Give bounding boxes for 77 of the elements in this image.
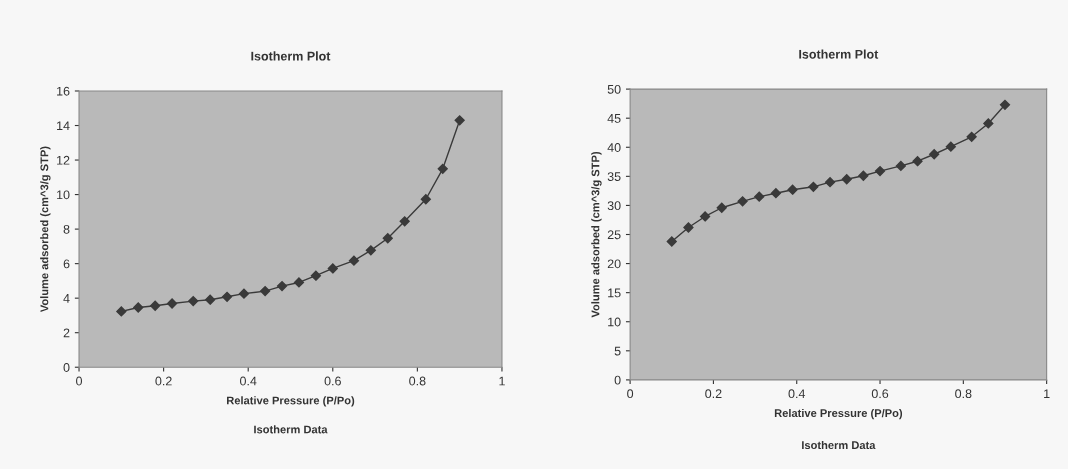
- y-tick-label: 15: [608, 288, 621, 298]
- chart-title: Isotherm Plot: [251, 51, 331, 61]
- y-tick-label: 10: [608, 317, 621, 327]
- point: [382, 233, 393, 244]
- x-tick-label: 0.6: [871, 389, 889, 399]
- point: [454, 115, 465, 126]
- x-axis-title: Relative Pressure (P/Po): [227, 396, 355, 407]
- point: [858, 170, 869, 181]
- y-tick-label: 16: [57, 86, 70, 96]
- point: [754, 191, 765, 202]
- x-tick-label: 1: [1044, 389, 1050, 398]
- point: [683, 222, 694, 233]
- y-tick-label: 0: [63, 363, 70, 372]
- chart-title: Isotherm Plot: [799, 49, 879, 59]
- point: [983, 118, 994, 129]
- y-tick-label: 45: [607, 114, 621, 123]
- point: [276, 280, 288, 292]
- point: [238, 288, 250, 299]
- y-tick-label: 40: [607, 143, 621, 152]
- point: [874, 165, 886, 177]
- point: [945, 141, 956, 152]
- point: [420, 194, 431, 205]
- point: [666, 236, 677, 247]
- y-tick-label: 20: [607, 259, 621, 269]
- y-tick-label: 14: [57, 121, 70, 131]
- y-tick-label: 25: [607, 230, 621, 240]
- x-tick-label: 0.4: [240, 376, 257, 386]
- point: [787, 184, 798, 195]
- point: [116, 306, 127, 317]
- point: [895, 160, 906, 171]
- point: [737, 196, 748, 207]
- point: [221, 291, 233, 302]
- point: [188, 295, 199, 307]
- y-tick-label: 8: [63, 224, 70, 234]
- point: [399, 216, 410, 227]
- text: Isotherm Data: [254, 425, 328, 434]
- x-axis-title: Relative Pressure (P/Po): [774, 408, 903, 420]
- x-tick-label: 0.8: [409, 376, 426, 386]
- x-tick-label: 0.4: [788, 389, 806, 399]
- y-tick-label: 30: [607, 201, 621, 211]
- point: [808, 181, 819, 192]
- y-axis-title: Volume adsorbed (cm^3/g STP): [40, 146, 51, 313]
- y-tick-label: 4: [63, 294, 70, 303]
- y-tick-label: 5: [614, 346, 621, 356]
- y-tick-label: 12: [57, 155, 70, 165]
- y-tick-label: 50: [607, 84, 621, 94]
- y-tick-label: 35: [607, 172, 621, 181]
- y-axis-title: Volume adsorbed (cm^3/g STP): [591, 151, 602, 318]
- y-tick-label: 2: [63, 328, 70, 338]
- point: [365, 245, 376, 256]
- point: [999, 99, 1011, 110]
- point: [929, 149, 940, 160]
- text: Isotherm Data: [802, 440, 876, 450]
- point: [841, 174, 852, 185]
- point: [912, 156, 923, 167]
- point: [327, 263, 338, 274]
- point: [348, 255, 360, 266]
- point: [699, 211, 711, 222]
- point: [966, 131, 977, 142]
- point: [770, 188, 782, 199]
- point: [205, 294, 216, 305]
- point: [260, 285, 271, 297]
- point: [310, 270, 321, 281]
- point: [437, 163, 448, 174]
- x-tick-label: 0: [76, 376, 83, 386]
- x-tick-label: 0.2: [155, 376, 172, 386]
- point: [824, 177, 836, 188]
- point: [133, 302, 144, 313]
- point: [150, 300, 161, 311]
- x-tick-label: 0.6: [324, 376, 341, 386]
- x-tick-label: 1: [499, 376, 505, 386]
- x-tick-label: 0.8: [955, 389, 972, 399]
- x-tick-label: 0.2: [705, 389, 722, 399]
- y-tick-label: 6: [63, 259, 70, 269]
- x-tick-label: 0: [627, 389, 634, 399]
- point: [716, 202, 727, 213]
- y-tick-label: 10: [57, 190, 70, 200]
